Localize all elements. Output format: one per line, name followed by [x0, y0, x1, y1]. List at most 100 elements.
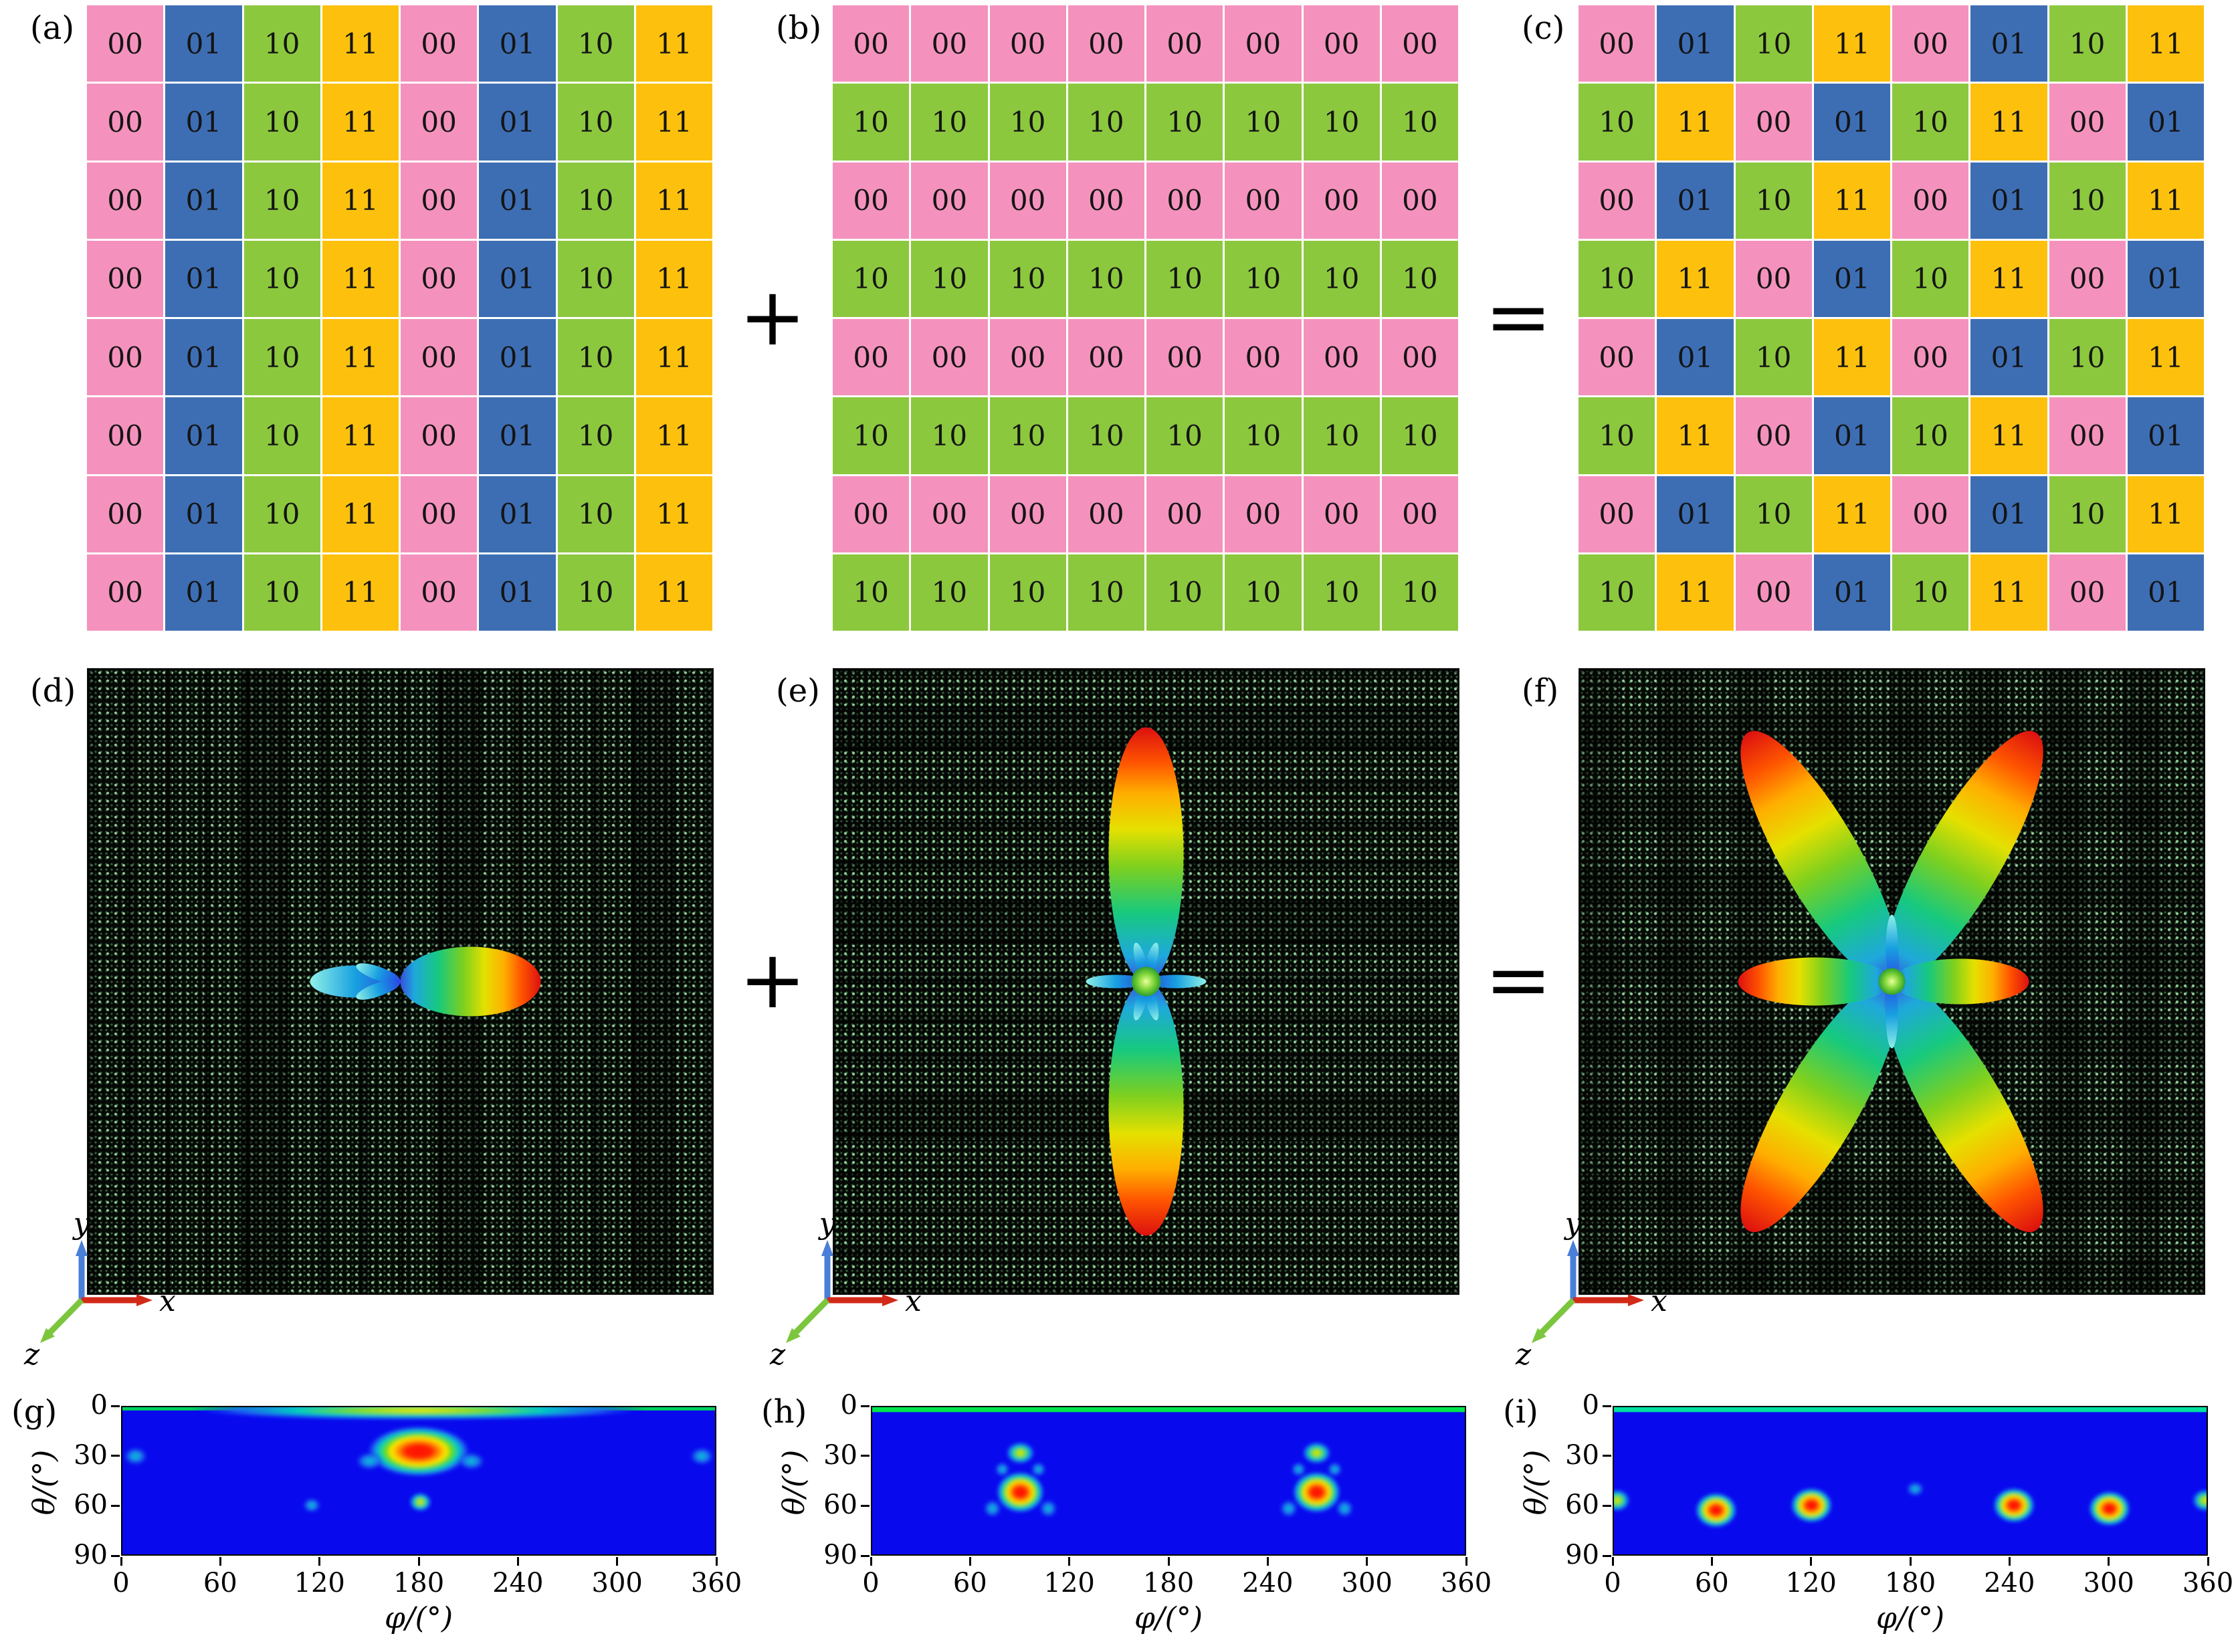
heatmap-hotspot: [1278, 1498, 1299, 1519]
grid-cell-00: 00: [989, 319, 1066, 396]
grid-cell-10: 10: [1303, 554, 1380, 631]
panel-label-h: (h): [761, 1393, 807, 1431]
grid-cell-01: 01: [479, 554, 556, 631]
grid-cell-01: 01: [479, 5, 556, 82]
grid-cell-10: 10: [243, 554, 320, 631]
grid-cell-00: 00: [1892, 162, 1969, 239]
beam-lobe: [1108, 981, 1184, 1236]
y-tick-label: 60: [823, 1489, 857, 1521]
grid-cell-10: 10: [557, 240, 634, 317]
heatmap-hotspot: [1993, 1487, 2036, 1524]
grid-cell-00: 00: [911, 5, 988, 82]
x-tick-label: 300: [2083, 1568, 2134, 1598]
grid-cell-00: 00: [401, 397, 478, 474]
y-tick-label: 90: [823, 1540, 857, 1570]
heatmap-hotspot: [188, 1407, 649, 1421]
z-axis-label: z: [1515, 1338, 1532, 1367]
panel-label-c: (c): [1522, 9, 1565, 47]
y-tick-mark: [111, 1504, 120, 1507]
grid-cell-00: 00: [1892, 319, 1969, 396]
grid-cell-00: 00: [1579, 476, 1655, 552]
x-tick-label: 300: [591, 1568, 643, 1598]
grid-cell-10: 10: [1892, 397, 1969, 474]
z-axis-label: z: [769, 1338, 786, 1367]
grid-cell-00: 00: [911, 319, 988, 396]
beam-lobe: [356, 963, 401, 984]
grid-cell-01: 01: [165, 162, 242, 239]
grid-cell-01: 01: [165, 240, 242, 317]
y-tick-label: 90: [74, 1540, 108, 1570]
heatmap-hotspot: [1290, 1461, 1307, 1478]
beam-lobe: [1738, 957, 1892, 1006]
x-axis-arrowhead: [136, 1294, 152, 1306]
grid-cell-11: 11: [1970, 84, 2047, 161]
grid-cell-10: 10: [557, 319, 634, 396]
grid-cell-10: 10: [989, 554, 1066, 631]
grid-cell-00: 00: [87, 240, 164, 317]
heatmap-plot-h: [871, 1406, 1466, 1556]
grid-cell-00: 00: [87, 5, 164, 82]
grid-cell-00: 00: [911, 476, 988, 552]
beam-lobe: [1108, 727, 1184, 982]
grid-cell-10: 10: [1735, 162, 1812, 239]
x-tick-label: 300: [1341, 1568, 1393, 1598]
grid-cell-10: 10: [1303, 397, 1380, 474]
beam-lobe: [1884, 730, 2043, 983]
panel-label-i: (i): [1503, 1393, 1538, 1431]
grid-cell-01: 01: [165, 5, 242, 82]
x-tick-label: 60: [952, 1568, 987, 1598]
grid-cell-01: 01: [479, 84, 556, 161]
grid-cell-10: 10: [2049, 319, 2126, 396]
grid-cell-01: 01: [1813, 84, 1890, 161]
grid-cell-00: 00: [1579, 162, 1655, 239]
x-axis-title: φ/(°): [1134, 1601, 1203, 1635]
axis-triad-svg: y x z: [23, 1207, 176, 1372]
x-tick-mark: [318, 1557, 321, 1566]
coding-matrix-c: 00 01 10 11 00 01 10 11 10 11 00 01 10 11 00 01 00 01 10 11…: [1579, 5, 2204, 631]
grid-cell-00: 00: [401, 162, 478, 239]
grid-cell-11: 11: [1970, 397, 2047, 474]
heatmap-hotspot: [456, 1451, 486, 1471]
panel-label-e: (e): [776, 672, 820, 710]
grid-cell-10: 10: [557, 397, 634, 474]
grid-cell-01: 01: [1970, 476, 2047, 552]
grid-cell-10: 10: [557, 554, 634, 631]
grid-cell-01: 01: [165, 476, 242, 552]
plus-operator-row2: +: [738, 934, 807, 1027]
y-tick-label: 60: [74, 1489, 108, 1521]
grid-cell-01: 01: [1970, 319, 2047, 396]
grid-cell-11: 11: [1813, 162, 1890, 239]
beam-lobe: [400, 946, 541, 1017]
grid-cell-11: 11: [322, 319, 399, 396]
y-axis-label: y: [72, 1213, 91, 1241]
grid-cell-00: 00: [2049, 397, 2126, 474]
heatmap-wrap-i: 0 60 120 180 240 300 360 0 30 60 90 φ/(°) θ/(°) (i): [1503, 1390, 2233, 1635]
y-tick-label: 90: [1565, 1540, 1599, 1570]
x-tick-label: 120: [1043, 1568, 1095, 1598]
grid-cell-00: 00: [1579, 5, 1655, 82]
grid-cell-01: 01: [165, 397, 242, 474]
x-tick-mark: [516, 1557, 519, 1566]
x-tick-label: 60: [1694, 1568, 1729, 1598]
heatmap-background: [1614, 1407, 2207, 1554]
grid-cell-00: 00: [1225, 5, 1302, 82]
grid-cell-01: 01: [2127, 240, 2204, 317]
heatmap-hotspot: [1005, 1441, 1035, 1465]
grid-cell-11: 11: [1813, 476, 1890, 552]
grid-cell-11: 11: [635, 397, 712, 474]
grid-cell-10: 10: [243, 5, 320, 82]
x-tick-label: 60: [203, 1568, 237, 1598]
grid-cell-10: 10: [1579, 84, 1655, 161]
x-tick-mark: [1611, 1557, 1614, 1566]
x-tick-label: 360: [1440, 1568, 1492, 1598]
grid-cell-10: 10: [989, 240, 1066, 317]
grid-cell-01: 01: [1970, 162, 2047, 239]
metasurface-panel-e: [833, 668, 1459, 1295]
x-tick-label: 0: [112, 1568, 130, 1598]
grid-cell-10: 10: [911, 554, 988, 631]
panel-label-g: (g): [11, 1393, 58, 1431]
grid-cell-00: 00: [401, 240, 478, 317]
z-axis-arrow: [1539, 1298, 1576, 1335]
x-tick-mark: [1710, 1557, 1713, 1566]
heatmap-top-strip: [872, 1407, 1465, 1413]
